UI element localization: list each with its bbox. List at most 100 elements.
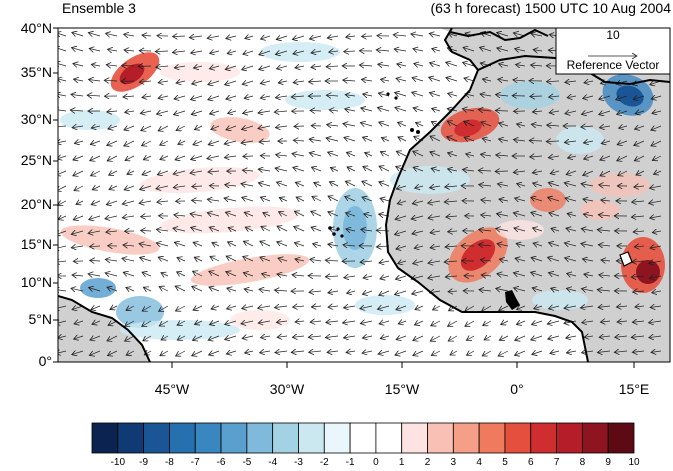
- wind-vector-426: [565, 198, 577, 201]
- wind-vector-118: [225, 81, 237, 85]
- wind-vector-726: [161, 336, 169, 340]
- wind-vector-516: [260, 241, 271, 247]
- colorbar-swatch-9: [323, 422, 351, 454]
- wind-vector-710: [501, 321, 509, 325]
- lat-label-35n: 35°N: [20, 64, 52, 80]
- colorbar-label-1: -9: [139, 457, 149, 468]
- wind-vector-138: [565, 81, 577, 82]
- wind-vector-302: [292, 154, 305, 157]
- wind-vector-779: [450, 351, 458, 355]
- wind-vector-17: [346, 36, 356, 37]
- wind-vector-127: [381, 79, 390, 81]
- wind-vector-635: [448, 291, 458, 292]
- anomaly-blob-11: [616, 85, 644, 107]
- wind-vector-603: [513, 273, 526, 276]
- anomaly-blob-8: [530, 188, 566, 212]
- wind-vector-641: [551, 288, 560, 291]
- wind-vector-433: [73, 216, 84, 220]
- colorbar-swatch-7: [272, 422, 299, 454]
- wind-vector-52: [329, 51, 339, 52]
- wind-vector-49: [275, 51, 288, 55]
- wind-vector-8: [189, 36, 203, 38]
- wind-vector-263: [241, 141, 254, 143]
- wind-vector-777: [413, 350, 424, 356]
- colorbar-swatch-2: [143, 422, 170, 454]
- colorbar-swatch-1: [117, 422, 145, 454]
- wind-vector-553: [278, 258, 288, 261]
- wind-vector-773: [346, 351, 356, 353]
- wind-vector-608: [599, 275, 611, 276]
- wind-vector-363: [109, 186, 118, 190]
- wind-vector-209: [549, 111, 560, 113]
- wind-vector-485: [346, 229, 356, 231]
- anomaly-blob-13: [343, 206, 367, 250]
- wind-vector-176: [599, 96, 611, 99]
- wind-vector-448: [328, 212, 339, 216]
- wind-vector-711: [516, 321, 526, 325]
- wind-vector-681: [616, 306, 628, 307]
- wind-vector-732: [261, 336, 271, 338]
- wind-vector-536: [598, 245, 611, 246]
- wind-vector-678: [564, 306, 577, 308]
- wind-vector-424: [531, 197, 543, 201]
- wind-vector-730: [225, 336, 237, 340]
- wind-vector-47: [243, 51, 254, 54]
- wind-vector-253: [74, 141, 84, 143]
- wind-vector-210: [565, 111, 577, 114]
- wind-vector-532: [533, 243, 543, 246]
- wind-vector-542: [90, 260, 101, 261]
- wind-vector-224: [194, 126, 203, 130]
- wind-vector-251: [651, 126, 662, 130]
- wind-vector-745: [484, 336, 492, 340]
- wind-vector-574: [632, 261, 645, 262]
- wind-vector-139: [584, 81, 594, 83]
- wind-vector-758: [89, 350, 101, 355]
- wind-vector-56: [394, 49, 407, 51]
- anomaly-blob-29: [496, 220, 544, 240]
- wind-vector-40: [124, 50, 135, 51]
- wind-vector-318: [568, 156, 577, 158]
- wind-vector-117: [208, 81, 220, 85]
- wind-vector-63: [515, 49, 526, 51]
- wind-vector-380: [396, 186, 407, 189]
- wind-vector-93: [414, 63, 424, 66]
- wind-vector-463: [583, 214, 594, 216]
- wind-vector-584: [193, 271, 203, 277]
- lat-label-15n: 15°N: [20, 236, 52, 252]
- wind-vector-272: [398, 137, 407, 141]
- wind-vector-660: [258, 306, 271, 308]
- wind-vector-9: [207, 36, 220, 38]
- wind-vector-53: [344, 51, 356, 52]
- wind-vector-388: [533, 183, 543, 186]
- wind-vector-718: [632, 321, 645, 322]
- wind-vector-644: [597, 290, 611, 291]
- wind-vector-698: [295, 321, 305, 322]
- wind-vector-308: [396, 151, 407, 157]
- anomaly-blob-7: [636, 260, 660, 284]
- anomaly-blob-33: [230, 310, 290, 330]
- wind-vector-298: [224, 156, 237, 158]
- wind-vector-701: [343, 321, 356, 323]
- wind-vector-423: [515, 198, 526, 201]
- wind-vector-226: [226, 126, 237, 130]
- wind-vector-87: [311, 66, 322, 67]
- wind-vector-211: [581, 111, 594, 114]
- wind-vector-188: [191, 111, 203, 115]
- wind-vector-496: [533, 228, 543, 231]
- wind-vector-770: [291, 351, 305, 352]
- wind-vector-252: [58, 141, 67, 143]
- wind-vector-277: [482, 138, 492, 141]
- wind-vector-88: [326, 66, 339, 67]
- wind-vector-719: [649, 321, 662, 323]
- wind-vector-668: [396, 306, 407, 310]
- wind-vector-365: [140, 186, 152, 190]
- wind-vector-705: [414, 321, 424, 325]
- wind-vector-57: [413, 49, 424, 51]
- wind-vector-650: [91, 306, 101, 310]
- wind-vector-247: [581, 126, 594, 127]
- wind-vector-412: [328, 196, 339, 202]
- wind-vector-149: [142, 96, 152, 98]
- wind-vector-387: [517, 184, 526, 186]
- wind-vector-360: [58, 185, 67, 191]
- wind-vector-411: [312, 196, 322, 201]
